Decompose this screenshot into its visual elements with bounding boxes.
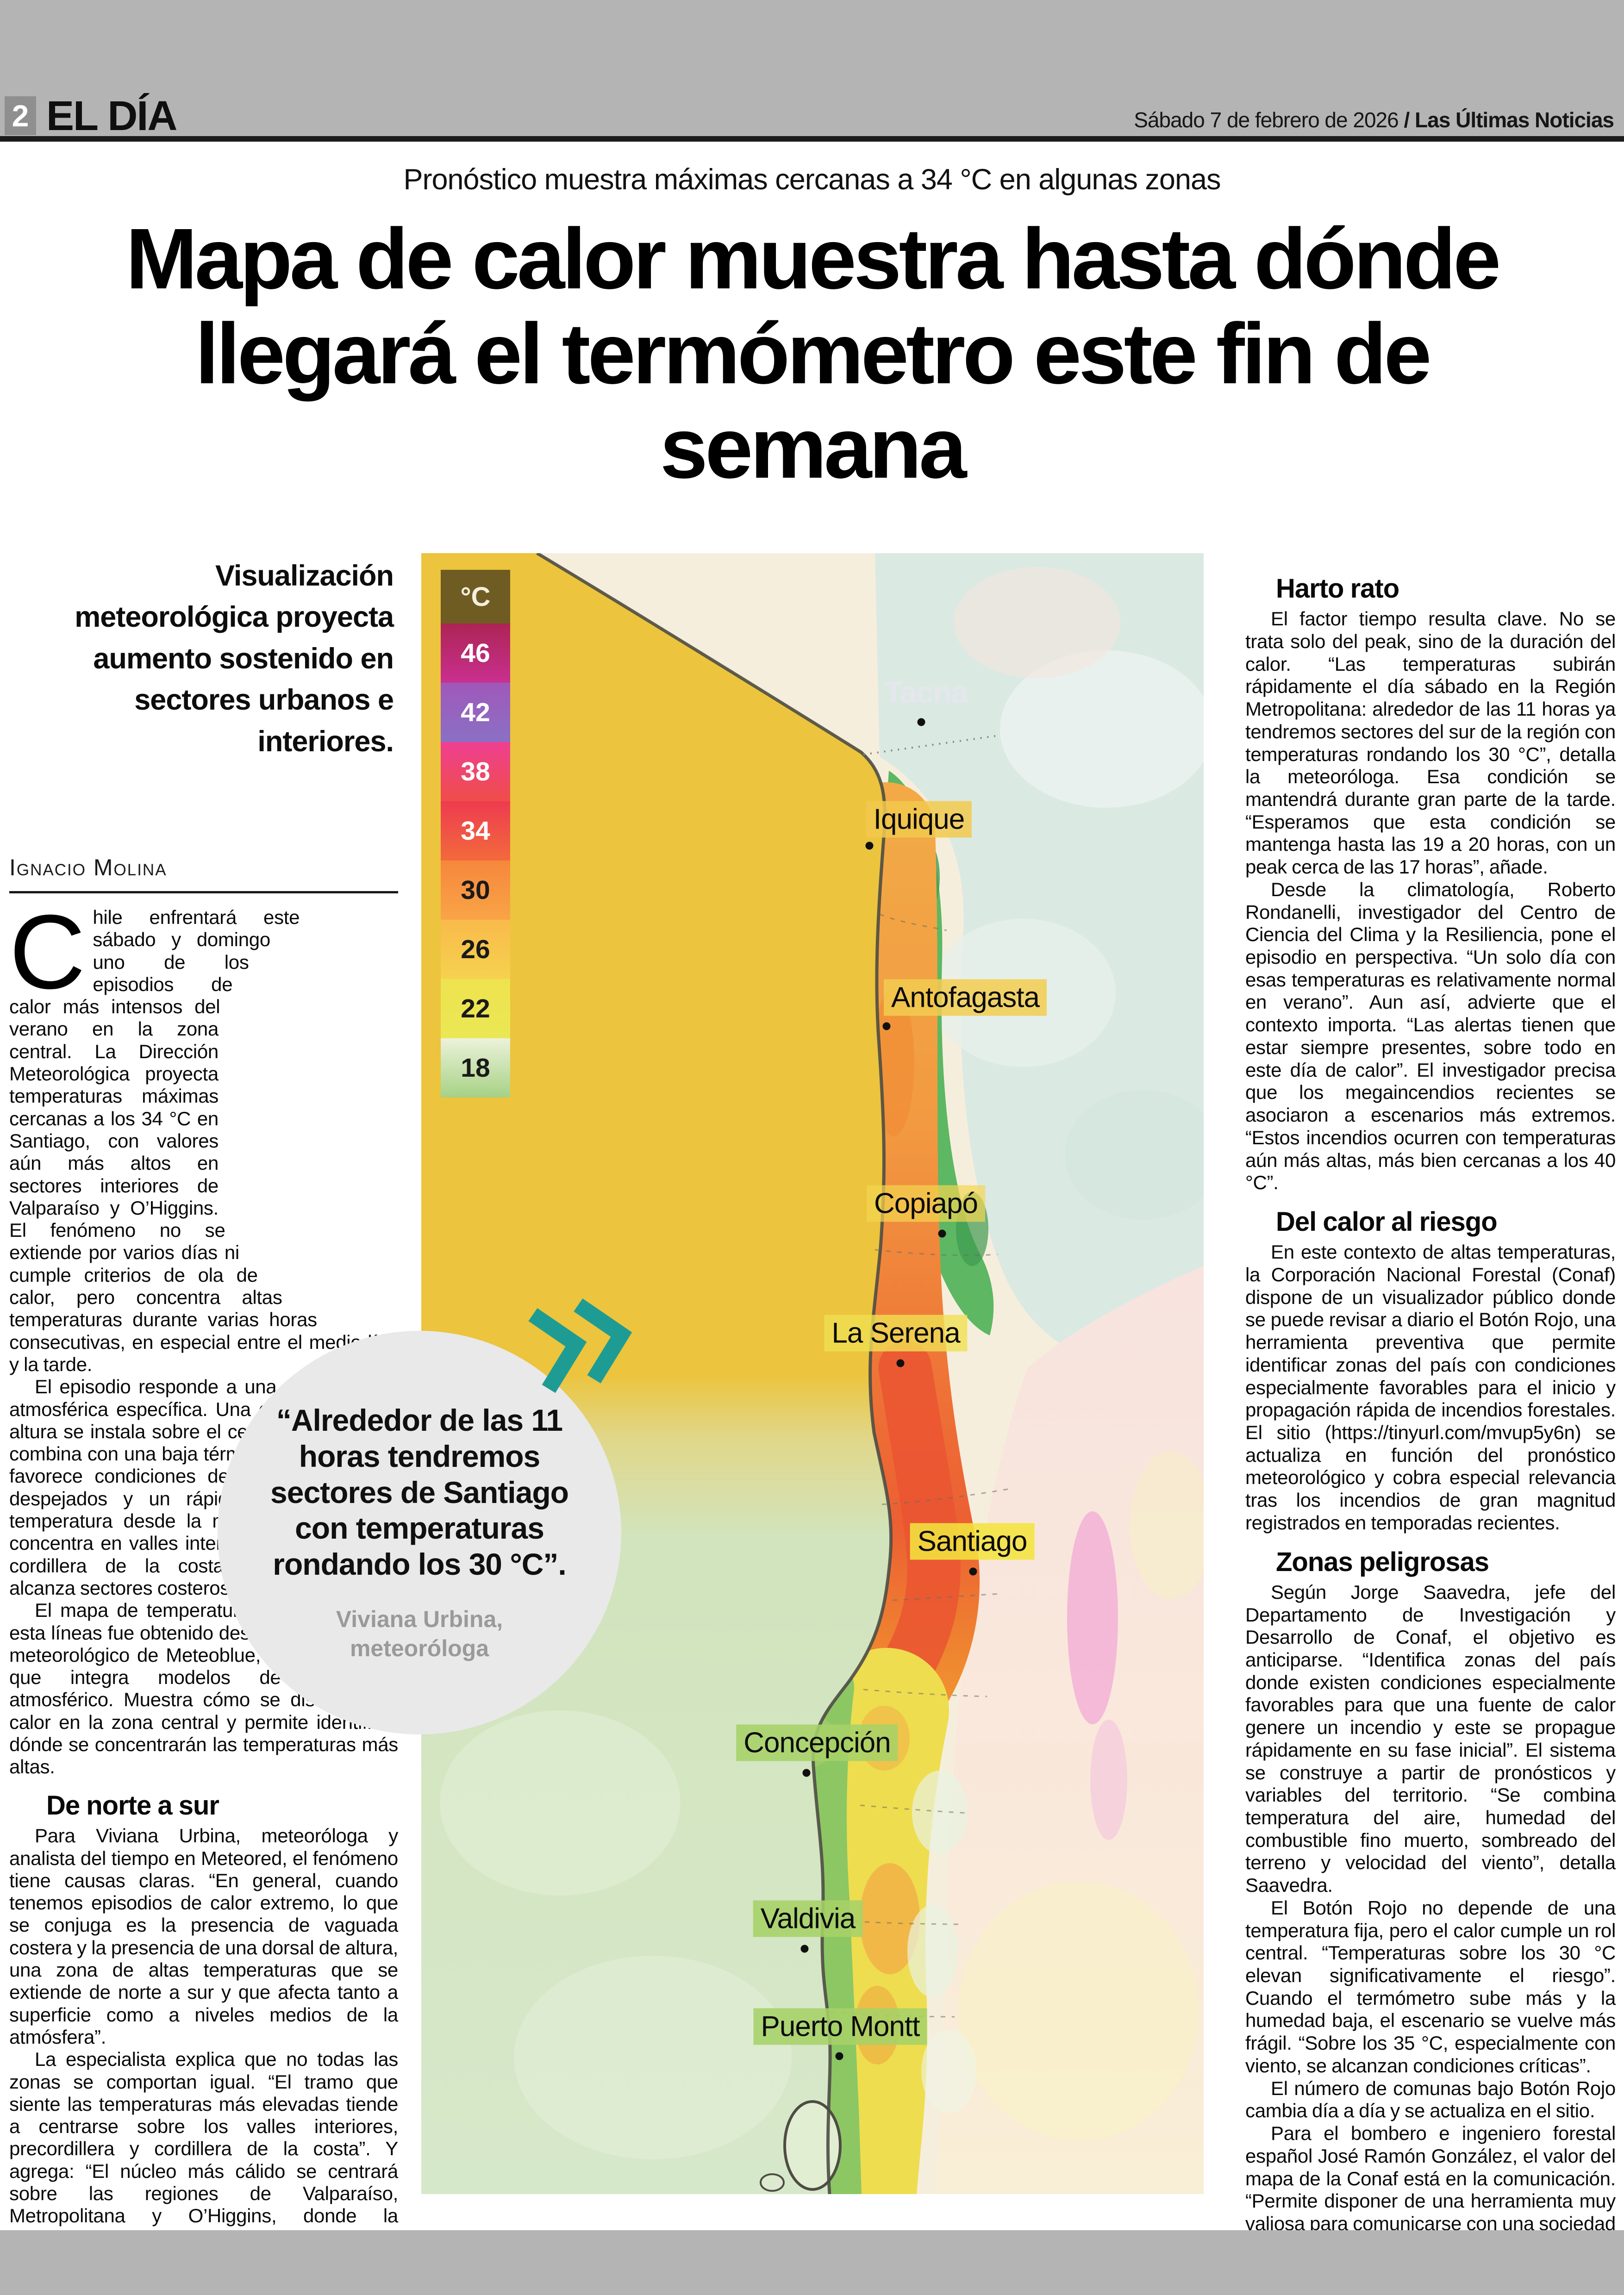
masthead: 2 EL DÍA Sábado 7 de febrero de 2026 / L… — [0, 0, 1624, 142]
city-label-santiago: Santiago — [910, 1523, 1035, 1560]
city-label-tacna: Tacna — [884, 675, 968, 709]
legend-band: 30 — [441, 861, 510, 920]
city-label-puertomontt: Puerto Montt — [753, 2008, 927, 2045]
city-dot-santiago — [969, 1567, 977, 1576]
altiplano-light-patch — [1000, 650, 1204, 808]
double-chevron-icon — [528, 1298, 632, 1393]
south-warm-band — [792, 1648, 949, 2194]
city-label-laserena: La Serena — [824, 1315, 968, 1352]
page-number: 2 — [5, 96, 36, 135]
ocean-light-patch — [514, 1956, 792, 2159]
legend-band: 26 — [441, 920, 510, 979]
body-paragraph: Para Viviana Urbina, meteoróloga y anali… — [9, 1825, 398, 2048]
city-label-copiapo: Copiapó — [867, 1185, 985, 1222]
city-label-valdivia: Valdivia — [753, 1900, 863, 1937]
body-paragraph: Desde la climatología, Roberto Rondanell… — [1245, 878, 1616, 1194]
dateline: Sábado 7 de febrero de 2026 / Las Última… — [1134, 107, 1614, 132]
subhead-harto-rato: Harto rato — [1276, 574, 1399, 604]
legend-band: 34 — [441, 801, 510, 861]
pull-quote-attribution: Viviana Urbina, meteoróloga — [336, 1605, 503, 1663]
region-borders — [820, 913, 1014, 2018]
pull-quote-role: meteoróloga — [350, 1635, 489, 1661]
peru-interior-patch — [954, 567, 1120, 678]
bottom-page-band — [0, 2230, 1624, 2295]
section-title: EL DÍA — [46, 93, 177, 139]
city-label-antofagasta: Antofagasta — [884, 979, 1047, 1016]
byline-rule — [9, 891, 398, 893]
city-dot-concepcion — [802, 1769, 811, 1777]
city-dot-antofagasta — [882, 1022, 891, 1030]
publication-name: / Las Últimas Noticias — [1404, 108, 1614, 132]
city-dot-puertomontt — [835, 2052, 843, 2060]
legend-band: 22 — [441, 979, 510, 1038]
argentina-warm-streak — [1067, 1511, 1118, 1724]
city-dot-valdivia — [800, 1945, 809, 1953]
pull-quote-text: “Alrededor de las 11 horas tendremos sec… — [270, 1403, 569, 1582]
legend-band: 46 — [441, 624, 510, 683]
drop-cap: C — [9, 893, 86, 1011]
pull-quote-circle: “Alrededor de las 11 horas tendremos sec… — [218, 1331, 621, 1734]
altiplano-patch — [1065, 1090, 1204, 1220]
paragraph-text: hile enfrentará este sábado y domingo un… — [9, 906, 388, 1375]
peru-chile-border — [863, 735, 996, 755]
body-paragraph: Según Jorge Saavedra, jefe del Departame… — [1245, 1581, 1616, 1896]
body-paragraph: El factor tiempo resulta clave. No se tr… — [1245, 608, 1616, 878]
city-dot-tacna — [917, 718, 925, 726]
pull-quote-name: Viviana Urbina, — [336, 1606, 503, 1633]
argentina-cream-patch — [958, 1882, 1199, 2141]
legend-unit: °C — [441, 570, 510, 624]
deck: Visualización meteorológica proyecta aum… — [75, 560, 394, 758]
city-label-iquique: Iquique — [866, 801, 972, 838]
subhead-de-norte-a-sur: De norte a sur — [46, 1790, 219, 1821]
ocean-light-patch — [440, 1710, 681, 1896]
body-paragraph: El Botón Rojo no depende de una temperat… — [1245, 1896, 1616, 2077]
city-dot-iquique — [865, 842, 874, 850]
small-island — [760, 2173, 785, 2192]
legend-band: 38 — [441, 742, 510, 801]
heat-map: °C 46 42 38 34 30 26 22 18 Tacna Iquique… — [421, 553, 1204, 2194]
argentina-warm-streak — [1090, 1720, 1127, 1840]
kicker: Pronóstico muestra máximas cercanas a 34… — [403, 163, 1221, 196]
body-paragraph: En este contexto de altas temperaturas, … — [1245, 1241, 1616, 1534]
south-orange-patch — [860, 1863, 920, 1974]
chiloe-island — [783, 2100, 842, 2191]
legend-band: 18 — [441, 1038, 510, 1098]
date-text: Sábado 7 de febrero de 2026 — [1134, 108, 1399, 132]
body-paragraph: El número de comunas bajo Botón Rojo cam… — [1245, 2077, 1616, 2122]
city-dot-laserena — [896, 1359, 905, 1367]
south-andes-pale — [921, 2030, 977, 2113]
south-andes-pale — [907, 1905, 958, 1997]
temperature-legend: °C 46 42 38 34 30 26 22 18 — [441, 570, 510, 1098]
city-dot-copiapo — [938, 1229, 946, 1238]
legend-band: 42 — [441, 683, 510, 742]
headline: Mapa de calor muestra hasta dónde llegar… — [125, 211, 1501, 497]
south-andes-pale — [912, 1771, 968, 1854]
argentina-cream-patch — [1130, 1451, 1204, 1599]
city-label-concepcion: Concepción — [736, 1724, 898, 1761]
subhead-zonas-peligrosas: Zonas peligrosas — [1276, 1547, 1489, 1577]
subhead-del-calor-al-riesgo: Del calor al riesgo — [1276, 1206, 1498, 1237]
right-column: Harto rato El factor tiempo resulta clav… — [1245, 573, 1616, 2295]
byline: Ignacio Molina — [9, 854, 167, 880]
